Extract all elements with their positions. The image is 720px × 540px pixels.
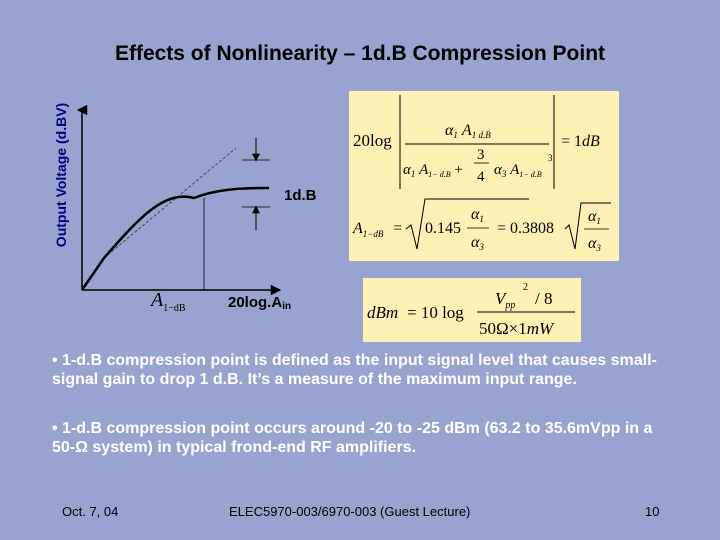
input-point-label: A1−dB bbox=[151, 289, 186, 314]
eq2-ratio2-bottom: α3 bbox=[588, 235, 601, 253]
eq-result: = 1dB bbox=[561, 133, 600, 150]
compression-marker-label: 1d.B bbox=[284, 187, 317, 204]
eq2-ratio1-bottom: α3 bbox=[471, 234, 484, 252]
footer-course: ELEC5970-003/6970-003 (Guest Lecture) bbox=[229, 504, 471, 519]
x-axis-label-main: 20log.A bbox=[228, 294, 283, 311]
eq2-equals: = bbox=[393, 220, 402, 237]
eq2-ratio1-top: α1 bbox=[471, 206, 484, 224]
x-axis-label-sub: in bbox=[282, 301, 292, 312]
x-axis-label: 20log.Ain bbox=[228, 294, 291, 312]
ideal-gain-line bbox=[103, 147, 237, 259]
eq-coef-4: 4 bbox=[477, 169, 485, 185]
input-point-symbol: A bbox=[151, 289, 164, 311]
bullet-item-1: • 1-d.B compression point is defined as … bbox=[52, 352, 657, 388]
eq-cube: 3 bbox=[548, 153, 553, 163]
dbm-equation-box: dBm = 10 log Vpp 2 / 8 50Ω×1mW bbox=[363, 278, 581, 342]
dbm-square: 2 bbox=[523, 282, 528, 293]
eq2-root1 bbox=[405, 198, 529, 250]
dbm-numerator: Vpp bbox=[495, 289, 515, 311]
eq-denominator-right: α3 A1− d.B bbox=[494, 162, 542, 179]
eq-denominator-left: α1 A1− d.B + bbox=[403, 162, 463, 179]
eq2-coef1: 0.145 bbox=[425, 220, 461, 237]
input-point-subscript: 1−dB bbox=[163, 303, 186, 314]
footer-page-number: 10 bbox=[645, 504, 660, 519]
compression-plot bbox=[76, 104, 282, 296]
dbm-over8: / 8 bbox=[535, 289, 552, 308]
eq-numerator: α1 A1 d.B bbox=[445, 122, 491, 140]
eq2-ratio2-top: α1 bbox=[588, 208, 601, 226]
eq-coef-3: 3 bbox=[477, 147, 485, 163]
compression-equation-box: 20log α1 A1 d.B 3 4 α1 A1− d.B + α3 A1− … bbox=[349, 91, 619, 261]
eq2-coef2: = 0.3808 bbox=[497, 220, 554, 237]
dbm-denominator: 50Ω×1mW bbox=[479, 319, 555, 338]
footer-date: Oct. 7, 04 bbox=[62, 504, 119, 519]
eq2-lhs: A1−dB bbox=[352, 220, 384, 239]
output-curve bbox=[80, 186, 270, 291]
eq2-root2 bbox=[564, 202, 611, 250]
slide-title: Effects of Nonlinearity – 1d.B Compressi… bbox=[114, 42, 606, 65]
eq-20log: 20log bbox=[353, 131, 392, 150]
bullet-list: • 1-d.B compression point is defined as … bbox=[52, 351, 672, 487]
dbm-lhs: dBm bbox=[367, 303, 398, 322]
dbm-eq: = 10 log bbox=[407, 303, 464, 322]
bullet-item-2: • 1-d.B compression point occurs around … bbox=[52, 420, 653, 456]
